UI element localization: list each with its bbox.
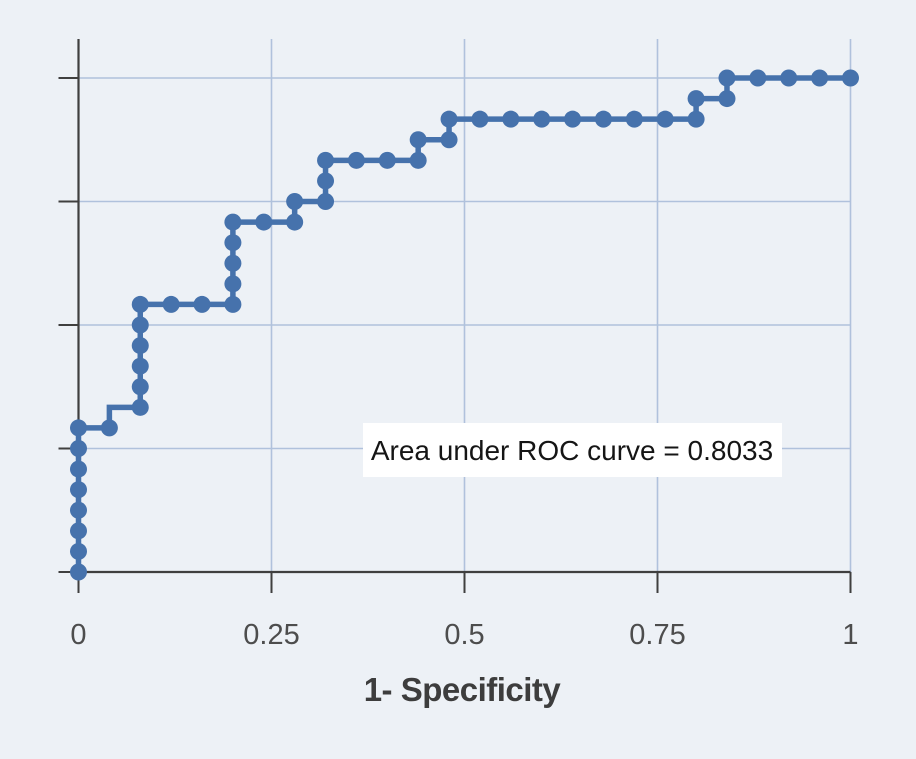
roc-data-point [317,172,335,190]
roc-data-point [656,110,674,128]
roc-data-point [131,398,149,416]
auc-annotation-box [363,423,782,477]
roc-data-point [347,151,365,169]
roc-data-point [70,481,87,499]
x-tick-label: 0.25 [243,619,299,651]
x-tick-label: 0.5 [444,619,484,651]
grid-lines [78,39,852,572]
roc-data-point [100,419,118,437]
roc-data-point [625,110,643,128]
roc-data-point [317,193,335,210]
roc-data-point [224,234,242,252]
roc-data-point [780,69,798,87]
roc-data-point [687,110,705,128]
roc-data-point [409,151,427,169]
roc-data-point [564,110,582,128]
roc-data-point [749,69,767,87]
roc-data-point [594,110,612,128]
roc-data-point [70,542,87,560]
x-tick-labels: 0 0.25 0.5 0.75 1 [70,619,858,651]
roc-data-point [70,563,87,581]
roc-data-point [224,254,242,272]
x-axis-title: 1- Specificity [364,671,562,708]
roc-data-point [131,316,149,334]
roc-data-point [255,213,273,231]
roc-data-point [224,275,242,293]
roc-data-point [687,90,705,108]
roc-data-point [286,193,304,210]
roc-data-point [718,90,736,108]
roc-data-point [471,110,489,128]
roc-data-point [811,69,829,87]
roc-data-point [70,440,87,457]
roc-data-point [502,110,520,128]
roc-data-point [409,131,427,149]
roc-data-point [224,213,242,231]
x-tick-label: 1 [842,619,858,651]
roc-data-point [162,295,180,313]
roc-data-point [70,501,87,519]
auc-annotation: Area under ROC curve = 0.8033 [363,423,782,477]
roc-data-point [440,110,458,128]
auc-annotation-text: Area under ROC curve = 0.8033 [371,435,773,466]
roc-data-point [70,460,87,478]
roc-data-point [533,110,551,128]
roc-data-point [440,131,458,149]
roc-data-point [70,419,87,437]
x-tick-label: 0 [70,619,86,651]
roc-data-point [131,337,149,355]
roc-data-point [131,378,149,396]
roc-data-point [718,69,736,87]
x-tick-label: 0.75 [629,619,685,651]
roc-data-point [193,295,211,313]
roc-data-point [131,357,149,375]
roc-data-point [70,522,87,540]
roc-data-point [224,295,242,313]
roc-data-point [317,151,335,169]
roc-data-point [378,151,396,169]
roc-data-point [131,295,149,313]
roc-data-point [286,213,304,231]
roc-curve [70,69,859,581]
roc-data-point [842,69,859,87]
